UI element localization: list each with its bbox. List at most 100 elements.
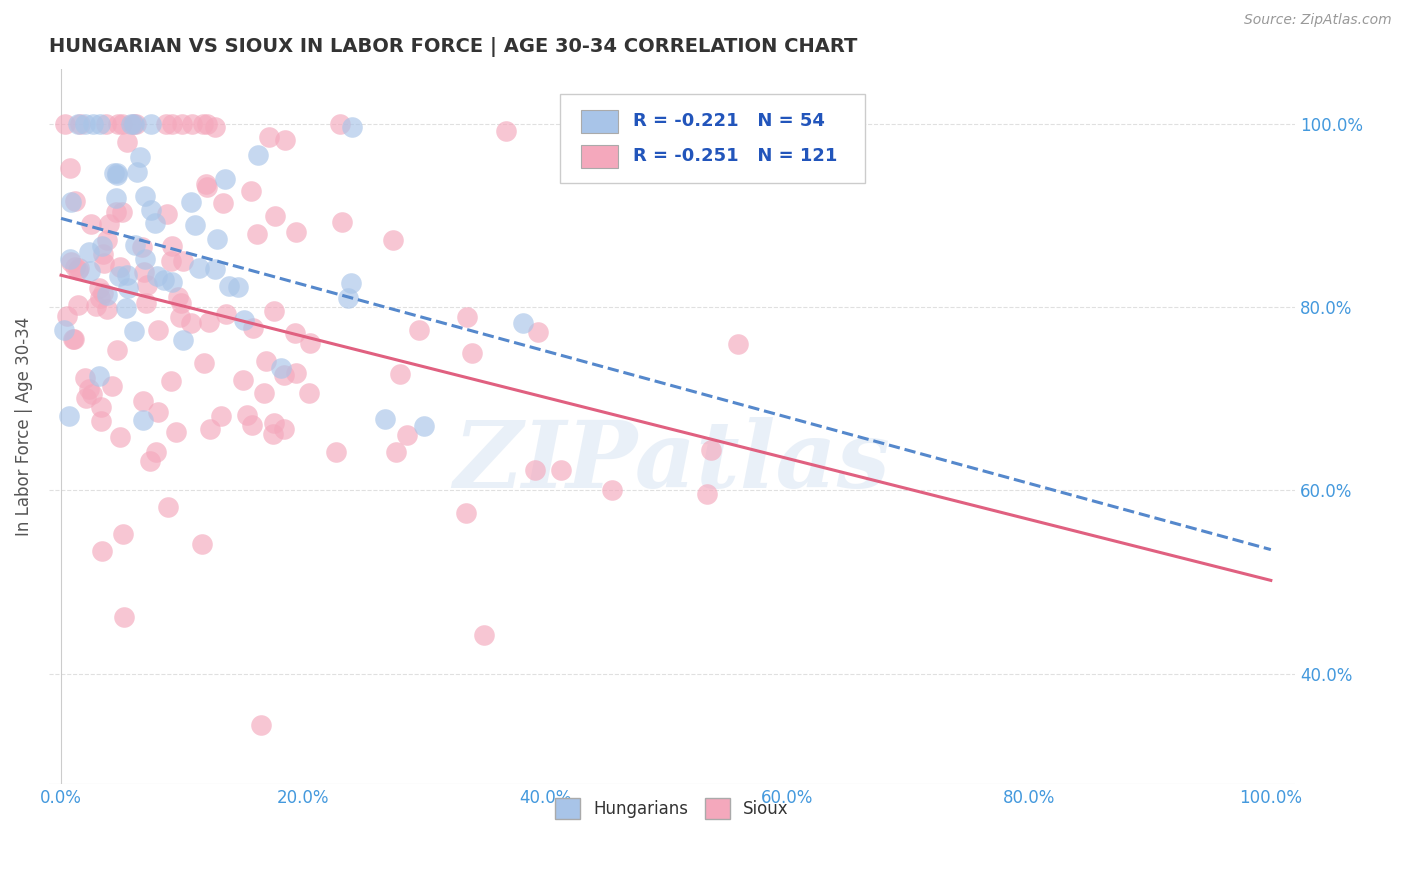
- Point: [180, 316, 202, 330]
- Point: [90, 544, 112, 558]
- Point: [105, 191, 128, 205]
- Point: [110, 430, 132, 444]
- Point: [117, 281, 139, 295]
- Point: [107, 168, 129, 182]
- Point: [408, 323, 430, 337]
- Point: [461, 346, 484, 360]
- Point: [273, 422, 295, 436]
- Point: [263, 303, 285, 318]
- Point: [121, 117, 143, 131]
- Point: [527, 325, 550, 339]
- Point: [336, 291, 359, 305]
- Point: [233, 313, 256, 327]
- Point: [122, 117, 145, 131]
- Point: [59, 255, 82, 269]
- Point: [252, 385, 274, 400]
- Point: [172, 253, 194, 268]
- Point: [59, 195, 82, 210]
- Point: [381, 233, 404, 247]
- Point: [131, 240, 153, 254]
- Point: [87, 369, 110, 384]
- Point: [181, 117, 204, 131]
- Point: [169, 310, 191, 324]
- Point: [114, 301, 136, 315]
- Point: [160, 239, 183, 253]
- Point: [298, 386, 321, 401]
- Point: [524, 463, 547, 477]
- Point: [117, 268, 139, 283]
- Point: [69, 117, 91, 131]
- Point: [125, 117, 148, 131]
- Point: [374, 411, 396, 425]
- Point: [77, 382, 100, 396]
- Point: [108, 260, 131, 274]
- Point: [240, 418, 263, 433]
- Point: [75, 391, 97, 405]
- Point: [472, 628, 495, 642]
- Point: [134, 252, 156, 266]
- Point: [131, 393, 153, 408]
- Point: [127, 165, 149, 179]
- Legend: Hungarians, Sioux: Hungarians, Sioux: [548, 792, 796, 825]
- Point: [727, 337, 749, 351]
- Point: [67, 261, 90, 276]
- Point: [89, 117, 111, 131]
- Point: [340, 120, 363, 134]
- Point: [329, 117, 352, 131]
- Point: [270, 361, 292, 376]
- Point: [412, 419, 434, 434]
- Point: [198, 422, 221, 436]
- Point: [195, 180, 218, 194]
- Point: [139, 117, 162, 131]
- Point: [550, 463, 572, 477]
- Point: [93, 255, 115, 269]
- Point: [170, 117, 193, 131]
- Point: [160, 275, 183, 289]
- Point: [66, 262, 89, 277]
- Point: [204, 120, 226, 135]
- Point: [299, 336, 322, 351]
- Point: [103, 166, 125, 180]
- Point: [263, 417, 285, 431]
- Text: HUNGARIAN VS SIOUX IN LABOR FORCE | AGE 30-34 CORRELATION CHART: HUNGARIAN VS SIOUX IN LABOR FORCE | AGE …: [49, 37, 858, 57]
- Point: [107, 117, 129, 131]
- Point: [53, 323, 76, 337]
- Point: [112, 527, 135, 541]
- Point: [235, 409, 257, 423]
- Point: [184, 218, 207, 232]
- Point: [63, 260, 86, 275]
- Point: [167, 290, 190, 304]
- Point: [94, 117, 117, 131]
- Point: [155, 117, 177, 131]
- Point: [191, 537, 214, 551]
- Point: [395, 428, 418, 442]
- Text: R = -0.221   N = 54: R = -0.221 N = 54: [633, 112, 825, 130]
- Point: [143, 216, 166, 230]
- Point: [124, 237, 146, 252]
- Point: [254, 354, 277, 368]
- Point: [80, 386, 103, 401]
- Point: [273, 368, 295, 382]
- Point: [145, 445, 167, 459]
- Point: [80, 217, 103, 231]
- Point: [232, 373, 254, 387]
- Point: [146, 269, 169, 284]
- Point: [89, 292, 111, 306]
- Point: [96, 233, 118, 247]
- Point: [264, 209, 287, 223]
- Text: R = -0.251   N = 121: R = -0.251 N = 121: [633, 147, 838, 165]
- Point: [75, 371, 97, 385]
- Point: [205, 232, 228, 246]
- Point: [218, 279, 240, 293]
- Point: [240, 184, 263, 198]
- Point: [495, 124, 517, 138]
- Point: [193, 356, 215, 370]
- Point: [160, 117, 183, 131]
- Point: [257, 129, 280, 144]
- Bar: [581, 110, 619, 133]
- Point: [247, 147, 270, 161]
- Point: [226, 279, 249, 293]
- Point: [132, 264, 155, 278]
- Point: [148, 405, 170, 419]
- Point: [170, 296, 193, 310]
